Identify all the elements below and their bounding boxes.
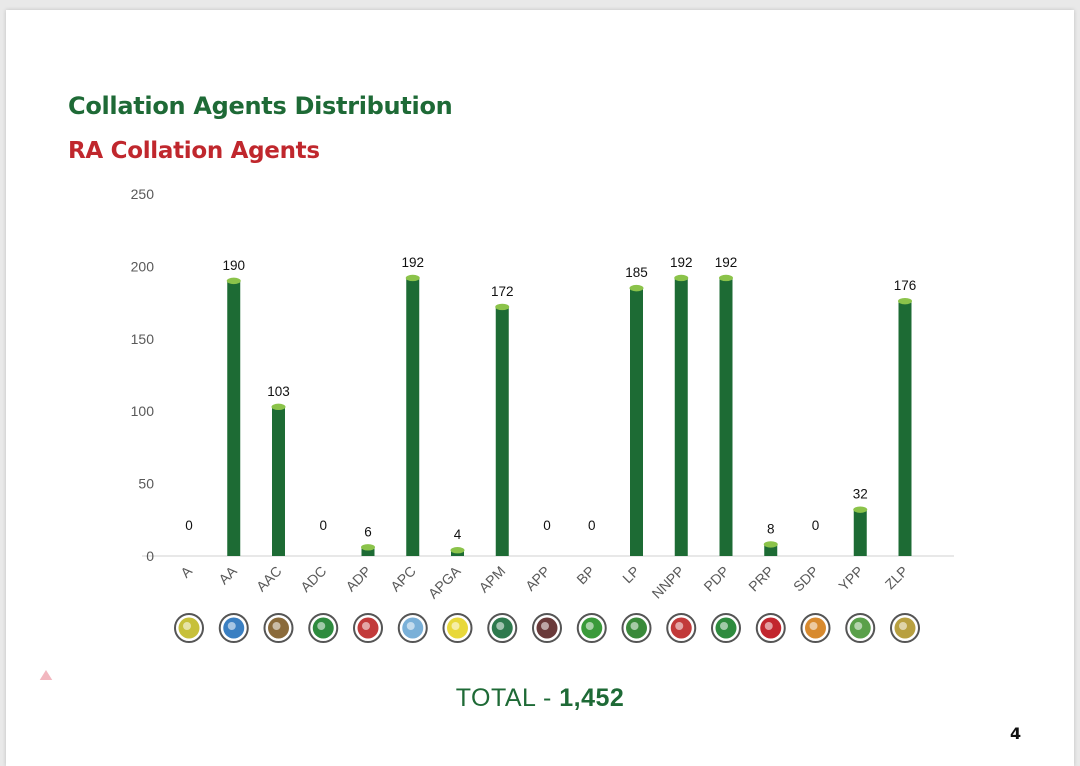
x-tick-label: YPP <box>835 563 866 594</box>
x-tick-label: ZLP <box>882 563 911 592</box>
bar-cap <box>674 274 689 282</box>
bar <box>406 277 420 556</box>
bar-chart: 0 50 100 150 200 250 0 190 103 0 6 192 4 172 0 0 185 192… <box>39 186 954 680</box>
bar-cap <box>853 506 868 513</box>
x-tick-label: A <box>177 562 195 580</box>
bar-cap <box>719 274 733 282</box>
APP-logo-icon <box>532 613 562 643</box>
y-tick-label: 150 <box>131 331 155 347</box>
bar <box>227 280 241 556</box>
chart-title: Collation Agents Distribution <box>68 92 453 120</box>
x-tick-label: AAC <box>253 563 285 595</box>
x-tick-label: APP <box>522 563 553 594</box>
bar-cap <box>405 274 420 282</box>
x-tick-label: LP <box>619 563 642 586</box>
data-label: 32 <box>853 487 868 502</box>
bar <box>764 544 778 556</box>
BP-logo-icon <box>576 613 607 643</box>
bar <box>898 301 912 556</box>
A-logo-icon <box>174 613 204 643</box>
data-label: 0 <box>185 518 193 533</box>
bar <box>853 509 867 556</box>
y-tick-label: 250 <box>131 186 155 202</box>
bar <box>674 277 688 556</box>
YPP-logo-icon <box>845 613 876 643</box>
SDP-logo-icon <box>800 613 831 643</box>
APC-logo-icon <box>397 613 428 643</box>
data-label: 190 <box>222 258 245 273</box>
data-label: 192 <box>401 255 424 270</box>
data-label: 192 <box>670 255 693 270</box>
data-label: 192 <box>715 255 738 270</box>
data-label: 4 <box>454 527 462 542</box>
slide: Collation Agents Distribution RA Collati… <box>6 10 1074 766</box>
AAC-logo-icon <box>263 613 294 643</box>
y-tick-label: 50 <box>138 476 154 492</box>
bar-cap <box>898 297 912 305</box>
bar-cap <box>271 403 286 411</box>
decorative-triangles <box>39 670 53 680</box>
data-label: 176 <box>894 278 917 293</box>
APGA-logo-icon <box>442 613 473 643</box>
bar <box>272 406 285 556</box>
ADC-logo-icon <box>308 613 339 643</box>
bar <box>361 547 375 556</box>
y-tick-label: 200 <box>131 258 155 274</box>
total-label: TOTAL - <box>455 684 560 712</box>
total-line: TOTAL - 1,452 <box>6 684 1074 713</box>
x-tick-label: APGA <box>425 562 464 601</box>
data-label: 185 <box>625 265 648 280</box>
x-tick-label: AA <box>215 562 240 587</box>
x-tick-label: PDP <box>700 563 732 595</box>
y-tick-label: 100 <box>131 403 155 419</box>
x-tick-label: ADP <box>342 563 374 595</box>
chart-subtitle: RA Collation Agents <box>68 138 320 164</box>
data-label: 172 <box>491 284 514 299</box>
APM-logo-icon <box>487 613 518 643</box>
bar <box>630 288 643 556</box>
PRP-logo-icon <box>755 613 786 643</box>
bar-cap <box>226 277 241 285</box>
bar-cap <box>361 544 375 551</box>
ZLP-logo-icon <box>890 613 920 643</box>
data-label: 0 <box>588 518 596 533</box>
bar-cap <box>763 541 778 548</box>
data-label: 0 <box>812 518 820 533</box>
data-label: 6 <box>364 524 372 539</box>
x-tick-label: NNPP <box>649 563 688 602</box>
bar-cap <box>450 547 465 554</box>
PDP-logo-icon <box>711 613 741 643</box>
data-label: 0 <box>319 518 327 533</box>
x-tick-label: BP <box>573 563 598 588</box>
data-label: 0 <box>543 518 551 533</box>
bar <box>719 277 733 556</box>
data-label: 8 <box>767 521 775 536</box>
page-number: 4 <box>1010 724 1022 743</box>
x-tick-label: PRP <box>745 563 777 595</box>
ADP-logo-icon <box>353 613 383 643</box>
bar <box>495 306 509 556</box>
x-tick-label: APM <box>476 563 509 596</box>
x-tick-label: ADC <box>297 563 329 595</box>
AA-logo-icon <box>218 613 249 643</box>
bar-cap <box>629 284 644 292</box>
x-tick-label: SDP <box>790 563 822 595</box>
total-value: 1,452 <box>559 684 625 712</box>
x-tick-label: APC <box>387 563 419 595</box>
NNPP-logo-icon <box>666 613 697 643</box>
bar-cap <box>495 303 510 311</box>
y-tick-label: 0 <box>146 548 154 564</box>
data-label: 103 <box>267 384 290 399</box>
LP-logo-icon <box>621 613 652 643</box>
